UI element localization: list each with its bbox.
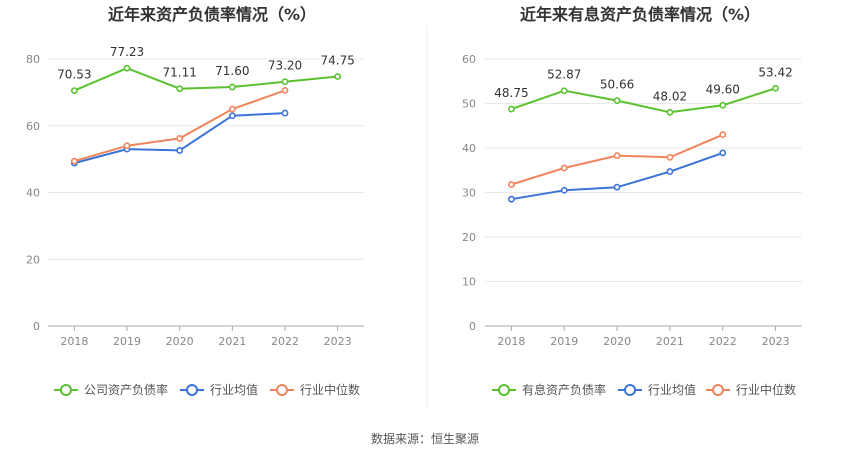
legend-label: 公司资产负债率 (84, 382, 168, 397)
data-point[interactable] (228, 83, 236, 91)
x-tick-label: 2021 (218, 335, 246, 348)
x-tick-label: 2022 (709, 335, 737, 348)
legend-label: 行业均值 (210, 382, 258, 397)
data-point[interactable] (281, 109, 289, 117)
data-label: 73.20 (268, 59, 302, 73)
x-tick-label: 2019 (113, 335, 141, 348)
data-point[interactable] (560, 87, 568, 95)
legend-marker-icon (60, 384, 72, 396)
data-point[interactable] (613, 97, 621, 104)
y-tick-label: 10 (462, 276, 476, 289)
y-tick-label: 20 (26, 253, 40, 266)
legend-marker-icon (624, 384, 636, 396)
y-tick-label: 0 (469, 320, 476, 333)
y-tick-label: 60 (462, 53, 476, 66)
series-line-0 (73, 67, 338, 92)
y-tick-label: 0 (33, 320, 40, 333)
x-tick-label: 2021 (656, 335, 684, 348)
data-label: 70.53 (57, 68, 91, 82)
y-tick-label: 20 (462, 231, 476, 244)
data-point[interactable] (228, 112, 236, 120)
data-point[interactable] (613, 152, 621, 159)
data-point[interactable] (666, 153, 674, 161)
legend-label: 行业中位数 (736, 382, 796, 397)
data-point[interactable] (560, 186, 568, 194)
x-tick-label: 2023 (762, 335, 790, 348)
data-label: 53.42 (758, 65, 792, 79)
legend-marker-icon (498, 384, 510, 396)
data-point[interactable] (70, 87, 78, 95)
data-point[interactable] (560, 164, 568, 172)
debt-ratio-chart: 近年来资产负债率情况（%） 0 20 40 60 80 2018 2019 2020 2021 20… (26, 5, 364, 397)
data-point[interactable] (176, 135, 184, 142)
data-label: 71.60 (215, 64, 249, 78)
y-tick-label: 30 (462, 187, 476, 200)
legend-item[interactable]: 公司资产负债率 (54, 382, 168, 397)
y-tick-label: 40 (462, 142, 476, 155)
legend-label: 有息资产负债率 (522, 382, 606, 397)
data-point[interactable] (719, 101, 727, 109)
data-point[interactable] (123, 64, 131, 72)
legend-label: 行业中位数 (300, 382, 360, 397)
x-tick-label: 2022 (271, 335, 299, 348)
y-tick-label: 60 (26, 120, 40, 133)
chart-title: 近年来资产负债率情况（%） (108, 5, 316, 24)
data-point[interactable] (508, 181, 515, 188)
legend-item[interactable]: 行业均值 (618, 382, 696, 397)
legend-item[interactable]: 行业中位数 (270, 382, 360, 397)
source-note: 数据来源：恒生聚源 (371, 431, 479, 446)
legend-label: 行业均值 (648, 382, 696, 397)
legend-item[interactable]: 行业均值 (180, 382, 258, 397)
legend-marker-icon (276, 384, 288, 396)
data-point[interactable] (70, 157, 78, 165)
data-label: 77.23 (110, 45, 144, 59)
data-point[interactable] (176, 147, 184, 154)
data-label: 74.75 (320, 54, 354, 68)
legend-item[interactable]: 行业中位数 (706, 382, 796, 397)
legend-marker-icon (186, 384, 198, 396)
data-point[interactable] (228, 105, 236, 113)
data-label: 71.11 (162, 66, 196, 80)
data-point[interactable] (123, 142, 131, 150)
x-tick-label: 2020 (603, 335, 631, 348)
data-point[interactable] (719, 131, 727, 139)
y-tick-label: 40 (26, 187, 40, 200)
x-tick-label: 2018 (60, 335, 88, 348)
data-label: 52.87 (547, 68, 581, 82)
data-point[interactable] (613, 183, 621, 191)
interest-bearing-debt-ratio-chart: 近年来有息资产负债率情况（%） 0 10 20 30 40 50 60 2018 2019 2020… (462, 5, 802, 397)
data-point[interactable] (666, 108, 674, 116)
data-point[interactable] (666, 168, 674, 175)
data-label: 48.02 (653, 89, 687, 103)
x-tick-label: 2020 (166, 335, 194, 348)
data-point[interactable] (772, 84, 779, 92)
x-tick-label: 2018 (497, 335, 525, 348)
legend-item[interactable]: 有息资产负债率 (492, 382, 606, 397)
data-label: 50.66 (600, 78, 634, 92)
data-label: 49.60 (706, 82, 740, 96)
data-label: 48.75 (494, 86, 528, 100)
series-line-2 (511, 133, 724, 186)
chart-title: 近年来有息资产负债率情况（%） (520, 5, 760, 24)
y-tick-label: 50 (462, 98, 476, 111)
data-point[interactable] (719, 149, 727, 157)
x-tick-label: 2019 (550, 335, 578, 348)
data-point[interactable] (334, 73, 342, 80)
data-point[interactable] (281, 86, 289, 94)
y-tick-label: 80 (26, 53, 40, 66)
data-point[interactable] (281, 78, 289, 86)
series-line-0 (511, 87, 776, 114)
data-point[interactable] (176, 85, 184, 93)
legend-marker-icon (712, 384, 724, 396)
x-tick-label: 2023 (324, 335, 352, 348)
data-point[interactable] (508, 105, 515, 113)
data-point[interactable] (508, 195, 515, 203)
